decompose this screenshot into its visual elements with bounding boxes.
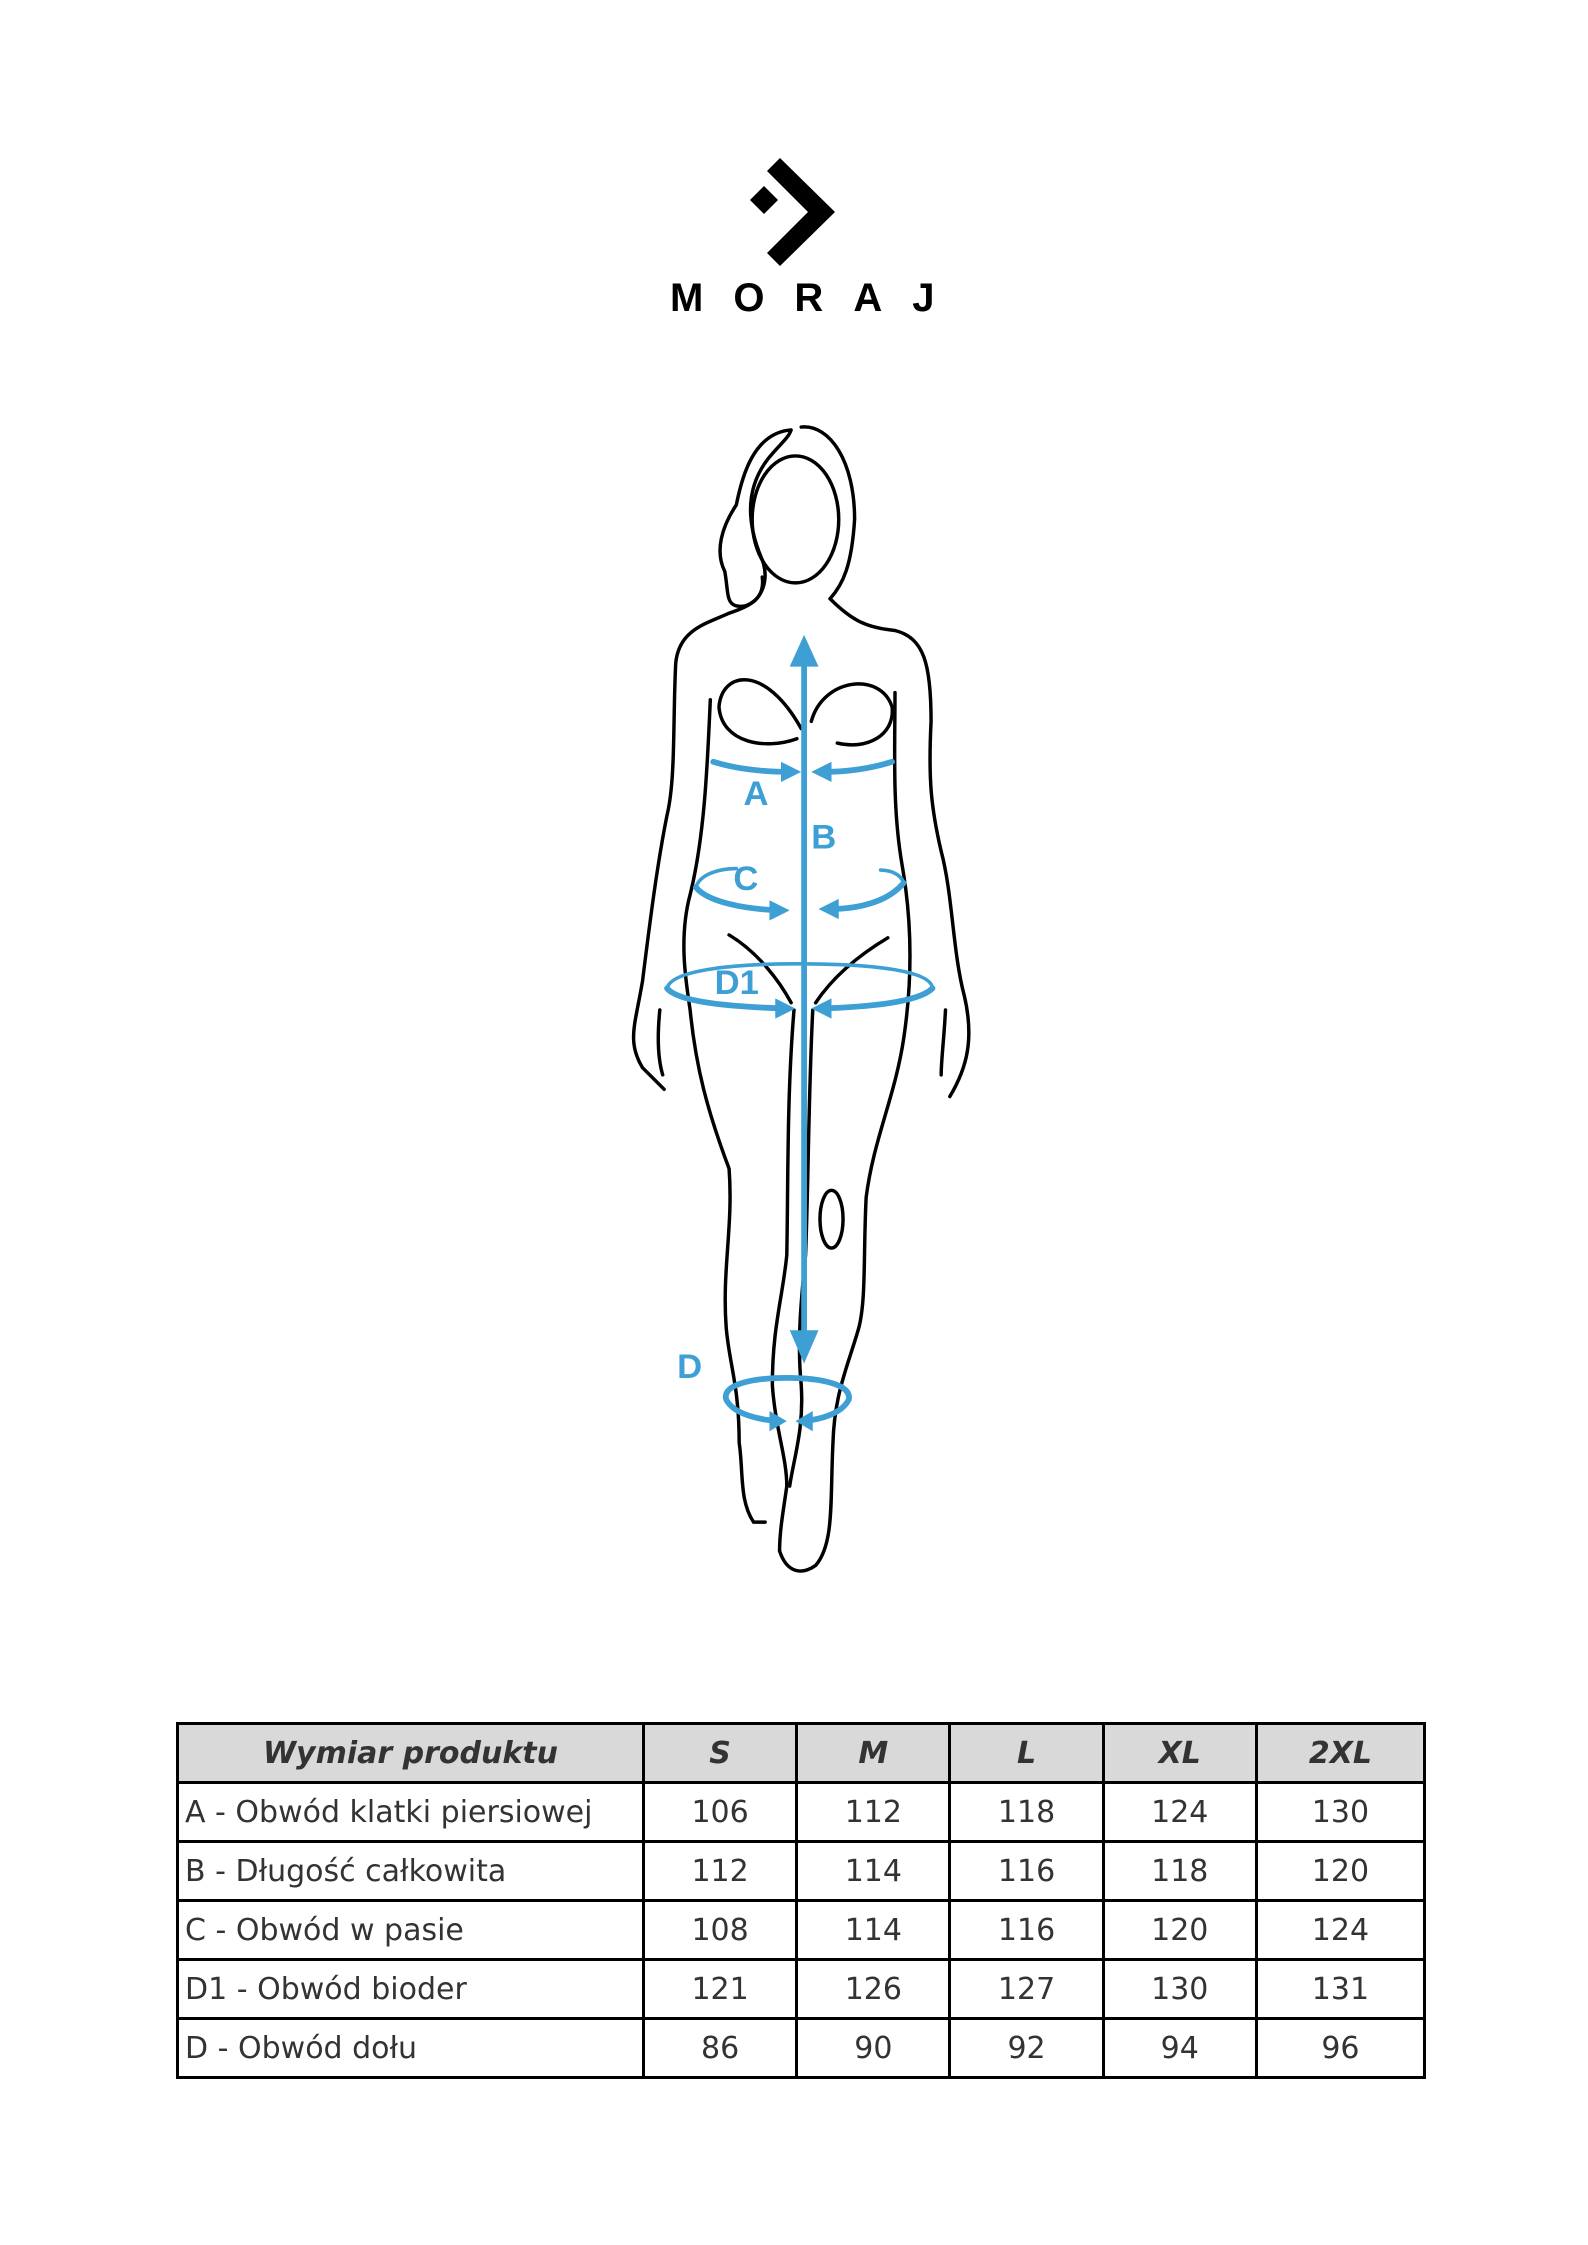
- label-d: D: [677, 1348, 702, 1386]
- table-row: A - Obwód klatki piersiowej 106 112 118 124 1…: [176, 1781, 1427, 1843]
- label-c: C: [733, 860, 758, 898]
- arrowheads: [769, 634, 839, 1432]
- size-value: 118: [948, 1781, 1105, 1843]
- size-table: Wymiar produktu S M L XL 2XL A - Obwód k…: [176, 1722, 1427, 2079]
- header-size: S: [641, 1722, 799, 1784]
- table-row: C - Obwód w pasie 108 114 116 120 124: [176, 1899, 1427, 1961]
- size-value: 92: [948, 2017, 1105, 2079]
- logo-arrow-icon: [750, 158, 835, 266]
- label-a: A: [744, 775, 769, 813]
- table-row: D - Obwód dołu 86 90 92 94 96: [176, 2017, 1427, 2079]
- size-value: 130: [1101, 1958, 1258, 2020]
- measurement-arrows: [664, 653, 936, 1425]
- header-size: L: [948, 1722, 1105, 1784]
- size-value: 131: [1254, 1958, 1427, 2020]
- size-value: 121: [641, 1958, 799, 2020]
- size-value: 120: [1254, 1840, 1427, 1902]
- header-size: M: [795, 1722, 952, 1784]
- size-value: 116: [948, 1899, 1105, 1961]
- table-row: B - Długość całkowita 112 114 116 118 120: [176, 1840, 1427, 1902]
- size-value: 118: [1101, 1840, 1258, 1902]
- brand-name: MORAJ: [670, 276, 965, 320]
- row-label: D - Obwód dołu: [176, 2017, 645, 2079]
- size-value: 94: [1101, 2017, 1258, 2079]
- brand-logo: MORAJ: [640, 150, 960, 330]
- row-label: D1 - Obwód bioder: [176, 1958, 645, 2020]
- table-row: D1 - Obwód bioder 121 126 127 130 131: [176, 1958, 1427, 2020]
- size-value: 106: [641, 1781, 799, 1843]
- header-size: XL: [1101, 1722, 1258, 1784]
- size-value: 86: [641, 2017, 799, 2079]
- size-value: 127: [948, 1958, 1105, 2020]
- header-size: 2XL: [1254, 1722, 1427, 1784]
- size-value: 124: [1254, 1899, 1427, 1961]
- size-value: 114: [795, 1899, 952, 1961]
- size-value: 124: [1101, 1781, 1258, 1843]
- size-value: 112: [641, 1840, 799, 1902]
- table-header-row: Wymiar produktu S M L XL 2XL: [176, 1722, 1427, 1784]
- size-value: 112: [795, 1781, 952, 1843]
- row-label: A - Obwód klatki piersiowej: [176, 1781, 645, 1843]
- size-value: 96: [1254, 2017, 1427, 2079]
- size-value: 130: [1254, 1781, 1427, 1843]
- size-value: 116: [948, 1840, 1105, 1902]
- body-outline: [631, 425, 971, 1573]
- size-value: 90: [795, 2017, 952, 2079]
- label-b: B: [811, 818, 836, 856]
- size-value: 120: [1101, 1899, 1258, 1961]
- row-label: C - Obwód w pasie: [176, 1899, 645, 1961]
- header-dimension: Wymiar produktu: [176, 1722, 645, 1784]
- size-value: 126: [795, 1958, 952, 2020]
- size-value: 108: [641, 1899, 799, 1961]
- label-d1: D1: [715, 964, 759, 1002]
- size-value: 114: [795, 1840, 952, 1902]
- row-label: B - Długość całkowita: [176, 1840, 645, 1902]
